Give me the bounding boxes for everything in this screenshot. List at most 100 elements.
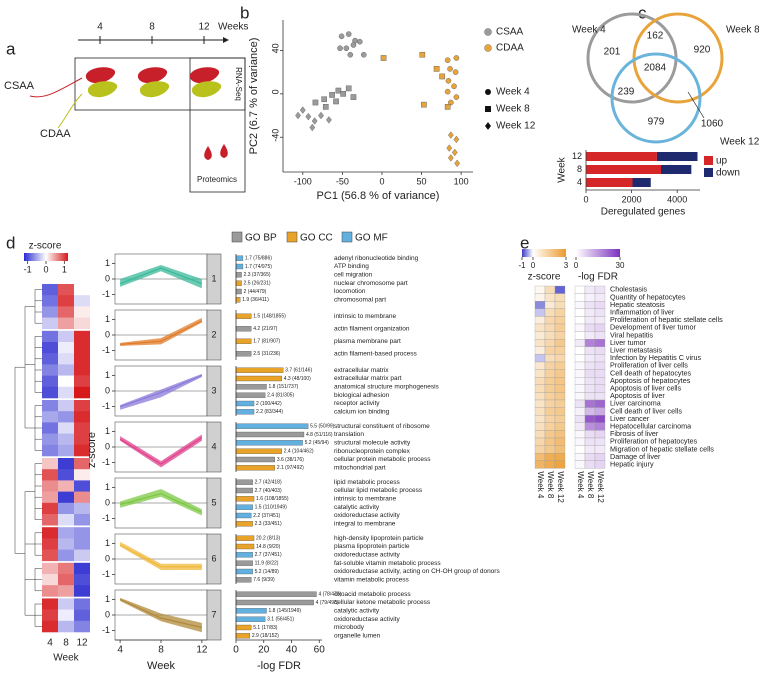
go-annotation: 2.4 (104/462)	[284, 448, 314, 454]
go-annotation: 1.5 (148/1855)	[253, 314, 286, 320]
heatmap-cell	[574, 377, 586, 385]
heatmap-cell	[534, 308, 546, 317]
y-tick-label: 0	[105, 385, 110, 395]
go-term: oxidoreductase activity	[334, 616, 401, 623]
heatmap-cell	[74, 469, 90, 481]
cluster-id: 1	[211, 273, 216, 283]
heatmap-cell	[534, 422, 546, 431]
heatmap-cell	[574, 384, 586, 393]
heatmap-cell	[42, 514, 58, 526]
x-tick-label: 0	[233, 645, 239, 656]
heatmap-cell	[544, 354, 556, 363]
go-term: structural molecule activity	[334, 440, 411, 447]
heatmap-cell	[554, 316, 566, 325]
go-term: translation	[334, 431, 364, 438]
facet-strip	[206, 309, 222, 361]
go-term: nuclear chromosome part	[334, 280, 408, 287]
heatmap-cell	[584, 460, 596, 469]
go-bar	[235, 535, 255, 541]
row-label: Liver cancer	[610, 414, 650, 423]
row-label: Migration of hepatic stellate cells	[610, 444, 714, 453]
heatmap-cell	[594, 331, 606, 340]
heatmap-cell	[74, 562, 90, 575]
scatter-point	[356, 38, 363, 45]
heatmap-cell	[574, 346, 586, 355]
scatter-point	[447, 154, 454, 162]
heatmap-cell	[58, 620, 74, 633]
column-label: Week 4	[576, 471, 585, 499]
scatter-point	[451, 148, 458, 157]
go-term: oxidoreductase activity	[334, 512, 401, 519]
heatmap-cell	[42, 574, 58, 586]
heatmap-cell	[554, 399, 566, 408]
heatmap-cell	[58, 562, 74, 575]
heatmap-cell	[42, 527, 58, 539]
y-axis-title: PC2 (6.7 % of variance)	[248, 38, 260, 155]
go-bar	[235, 608, 267, 614]
heatmap-cell	[42, 422, 58, 434]
go-bar	[235, 280, 242, 286]
heatmap-cell	[58, 411, 74, 423]
ribbon	[120, 373, 202, 410]
go-bar	[235, 326, 252, 332]
heatmap-cell	[584, 323, 596, 332]
y-tick-label: 1	[105, 314, 110, 324]
heatmap-cell	[74, 411, 90, 423]
go-bar	[235, 255, 244, 261]
heatmap-column-label: 4	[47, 638, 53, 649]
go-term: cellular protein metabolic process	[334, 456, 431, 463]
go-annotation: 1.7 (74/975)	[245, 264, 272, 270]
heatmap-cell	[58, 330, 74, 343]
heatmap-cell	[554, 285, 566, 294]
y-tick-label: -1	[102, 625, 110, 635]
go-bar	[235, 487, 253, 494]
proteomics-label: Proteomics	[197, 175, 237, 184]
heatmap-column-label: 12	[76, 638, 88, 649]
venn-count: 201	[604, 47, 621, 58]
row-label: Damage of liver	[610, 452, 661, 461]
scatter-point	[453, 135, 460, 144]
heatmap-cell	[574, 301, 586, 309]
go-bar	[235, 577, 252, 583]
legend-swatch	[286, 231, 298, 243]
scatter-point	[340, 91, 346, 97]
colorbar-tick-label: -1	[24, 264, 32, 274]
go-term: actin filament-based process	[334, 350, 417, 357]
heatmap-cell	[58, 433, 74, 446]
panel-label: c	[638, 3, 647, 22]
heatmap-cell	[534, 399, 546, 408]
legend-swatch	[704, 156, 713, 165]
heatmap-cell	[544, 361, 556, 370]
scatter-point	[444, 88, 451, 95]
heatmap-cell	[594, 339, 606, 347]
heatmap-cell	[74, 400, 90, 412]
heatmap-cell	[58, 353, 74, 365]
heatmap-cell	[554, 293, 566, 302]
y-tick-label: 0	[105, 273, 110, 283]
heatmap-cell	[74, 609, 90, 622]
scatter-point	[326, 116, 332, 124]
legend-label: up	[716, 156, 728, 167]
y-axis-title: z-score	[86, 432, 98, 468]
heatmap-cell	[74, 386, 90, 399]
heatmap-cell	[534, 323, 546, 332]
row-label: Hepatocellular carcinoma	[610, 422, 691, 431]
go-bar	[235, 465, 275, 471]
y-tick-label: 0	[105, 329, 110, 339]
heatmap-cell	[544, 339, 556, 347]
y-tick-label: 1	[105, 482, 110, 492]
bar-segment	[586, 165, 662, 174]
heatmap-cell	[74, 620, 90, 633]
heatmap-cell	[574, 415, 586, 423]
go-annotation: 1.7 (81/907)	[253, 339, 280, 345]
go-term: adenyl ribonucleotide binding	[334, 255, 419, 262]
heatmap-cell	[42, 609, 58, 622]
go-bar	[235, 633, 251, 639]
x-tick-label: 2000	[622, 194, 642, 204]
ribbon	[120, 264, 202, 289]
go-annotation: 5.1 (17/83)	[253, 625, 278, 631]
heatmap-cell	[544, 445, 556, 454]
heatmap-cell	[554, 339, 566, 347]
connector	[57, 93, 83, 129]
